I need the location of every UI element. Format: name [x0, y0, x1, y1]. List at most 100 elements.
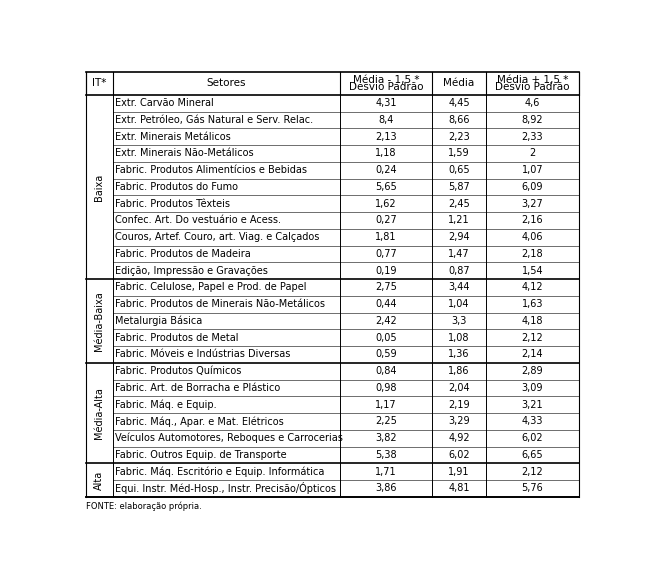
- Text: 4,06: 4,06: [522, 232, 543, 242]
- Text: 2,89: 2,89: [522, 366, 543, 376]
- Text: Média + 1,5 *: Média + 1,5 *: [496, 75, 568, 85]
- Text: Fabric. Produtos Químicos: Fabric. Produtos Químicos: [115, 366, 241, 376]
- Text: 0,77: 0,77: [375, 249, 397, 259]
- Text: 2,18: 2,18: [522, 249, 543, 259]
- Text: 2: 2: [529, 149, 535, 158]
- Text: IT*: IT*: [92, 78, 106, 88]
- Text: 0,87: 0,87: [448, 265, 470, 276]
- Text: 0,27: 0,27: [375, 216, 397, 225]
- Text: Confec. Art. Do vestuário e Acess.: Confec. Art. Do vestuário e Acess.: [115, 216, 281, 225]
- Text: Fabric. Máq. e Equip.: Fabric. Máq. e Equip.: [115, 399, 216, 410]
- Text: 2,16: 2,16: [522, 216, 543, 225]
- Text: 4,33: 4,33: [522, 416, 543, 426]
- Text: Metalurgia Básica: Metalurgia Básica: [115, 316, 202, 326]
- Text: Fabric. Móveis e Indústrias Diversas: Fabric. Móveis e Indústrias Diversas: [115, 349, 290, 359]
- Text: 4,12: 4,12: [522, 283, 543, 292]
- Text: 2,12: 2,12: [522, 467, 543, 476]
- Text: Fabric. Produtos de Minerais Não-Metálicos: Fabric. Produtos de Minerais Não-Metálic…: [115, 299, 325, 309]
- Text: Fabric. Produtos de Metal: Fabric. Produtos de Metal: [115, 333, 238, 343]
- Text: Extr. Minerais Metálicos: Extr. Minerais Metálicos: [115, 132, 231, 142]
- Text: Fabric. Art. de Borracha e Plástico: Fabric. Art. de Borracha e Plástico: [115, 383, 280, 393]
- Text: 1,86: 1,86: [448, 366, 470, 376]
- Text: 4,92: 4,92: [448, 433, 470, 443]
- Text: 0,84: 0,84: [375, 366, 397, 376]
- Text: Média: Média: [443, 78, 475, 88]
- Text: FONTE: elaboração própria.: FONTE: elaboração própria.: [86, 502, 202, 511]
- Text: 0,19: 0,19: [375, 265, 397, 276]
- Text: 6,09: 6,09: [522, 182, 543, 192]
- Text: 4,31: 4,31: [375, 98, 397, 108]
- Text: Fabric. Celulose, Papel e Prod. de Papel: Fabric. Celulose, Papel e Prod. de Papel: [115, 283, 307, 292]
- Text: Couros, Artef. Couro, art. Viag. e Calçados: Couros, Artef. Couro, art. Viag. e Calça…: [115, 232, 319, 242]
- Text: Desvio Padrão: Desvio Padrão: [495, 82, 570, 93]
- Text: Média-Alta: Média-Alta: [94, 387, 104, 439]
- Text: 1,91: 1,91: [448, 467, 470, 476]
- Text: Setores: Setores: [206, 78, 246, 88]
- Text: 0,44: 0,44: [375, 299, 397, 309]
- Text: 1,07: 1,07: [522, 165, 543, 175]
- Text: 1,18: 1,18: [375, 149, 397, 158]
- Text: Média - 1,5 *: Média - 1,5 *: [353, 75, 419, 85]
- Text: 2,04: 2,04: [448, 383, 470, 393]
- Text: 3,29: 3,29: [448, 416, 470, 426]
- Text: 2,14: 2,14: [522, 349, 543, 359]
- Text: Extr. Petróleo, Gás Natural e Serv. Relac.: Extr. Petróleo, Gás Natural e Serv. Rela…: [115, 115, 313, 125]
- Text: 2,13: 2,13: [375, 132, 397, 142]
- Text: 2,25: 2,25: [375, 416, 397, 426]
- Text: Alta: Alta: [94, 470, 104, 490]
- Text: 5,87: 5,87: [448, 182, 470, 192]
- Text: 2,42: 2,42: [375, 316, 397, 326]
- Text: 1,08: 1,08: [448, 333, 470, 343]
- Text: 1,21: 1,21: [448, 216, 470, 225]
- Text: 4,81: 4,81: [448, 483, 470, 494]
- Text: Fabric. Produtos do Fumo: Fabric. Produtos do Fumo: [115, 182, 238, 192]
- Text: 1,71: 1,71: [375, 467, 397, 476]
- Text: Fabric. Produtos Alimentícios e Bebidas: Fabric. Produtos Alimentícios e Bebidas: [115, 165, 307, 175]
- Text: 4,6: 4,6: [525, 98, 540, 108]
- Text: 2,75: 2,75: [375, 283, 397, 292]
- Text: Desvio Padrão: Desvio Padrão: [349, 82, 423, 93]
- Text: 1,62: 1,62: [375, 198, 397, 209]
- Text: 3,82: 3,82: [375, 433, 397, 443]
- Text: 5,76: 5,76: [522, 483, 543, 494]
- Text: 0,98: 0,98: [375, 383, 397, 393]
- Text: 6,02: 6,02: [522, 433, 543, 443]
- Text: 2,94: 2,94: [448, 232, 470, 242]
- Text: 8,66: 8,66: [448, 115, 470, 125]
- Text: 2,23: 2,23: [448, 132, 470, 142]
- Text: 3,3: 3,3: [452, 316, 467, 326]
- Text: 3,21: 3,21: [522, 400, 543, 410]
- Text: 2,33: 2,33: [522, 132, 543, 142]
- Text: 0,24: 0,24: [375, 165, 397, 175]
- Text: 8,4: 8,4: [378, 115, 393, 125]
- Text: 0,05: 0,05: [375, 333, 397, 343]
- Text: 0,65: 0,65: [448, 165, 470, 175]
- Text: 1,59: 1,59: [448, 149, 470, 158]
- Text: 2,19: 2,19: [448, 400, 470, 410]
- Text: Baixa: Baixa: [94, 173, 104, 201]
- Text: Edição, Impressão e Gravações: Edição, Impressão e Gravações: [115, 265, 268, 276]
- Text: Média-Baixa: Média-Baixa: [94, 291, 104, 351]
- Text: 6,02: 6,02: [448, 450, 470, 460]
- Text: Equi. Instr. Méd-Hosp., Instr. Precisão/Ópticos: Equi. Instr. Méd-Hosp., Instr. Precisão/…: [115, 482, 336, 494]
- Text: Extr. Minerais Não-Metálicos: Extr. Minerais Não-Metálicos: [115, 149, 253, 158]
- Text: Fabric. Outros Equip. de Transporte: Fabric. Outros Equip. de Transporte: [115, 450, 286, 460]
- Text: 1,47: 1,47: [448, 249, 470, 259]
- Text: 5,38: 5,38: [375, 450, 397, 460]
- Text: Extr. Carvão Mineral: Extr. Carvão Mineral: [115, 98, 214, 108]
- Text: Fabric. Máq. Escritório e Equip. Informática: Fabric. Máq. Escritório e Equip. Informá…: [115, 466, 324, 477]
- Text: 1,36: 1,36: [448, 349, 470, 359]
- Text: 3,09: 3,09: [522, 383, 543, 393]
- Text: Fabric. Máq., Apar. e Mat. Elétricos: Fabric. Máq., Apar. e Mat. Elétricos: [115, 416, 284, 427]
- Text: 3,27: 3,27: [522, 198, 543, 209]
- Text: 1,17: 1,17: [375, 400, 397, 410]
- Text: 1,04: 1,04: [448, 299, 470, 309]
- Text: Veículos Automotores, Reboques e Carrocerias: Veículos Automotores, Reboques e Carroce…: [115, 433, 343, 443]
- Text: 5,65: 5,65: [375, 182, 397, 192]
- Text: 0,59: 0,59: [375, 349, 397, 359]
- Text: 4,18: 4,18: [522, 316, 543, 326]
- Text: 1,63: 1,63: [522, 299, 543, 309]
- Text: Fabric. Produtos Têxteis: Fabric. Produtos Têxteis: [115, 198, 230, 209]
- Text: 2,12: 2,12: [522, 333, 543, 343]
- Text: 8,92: 8,92: [522, 115, 543, 125]
